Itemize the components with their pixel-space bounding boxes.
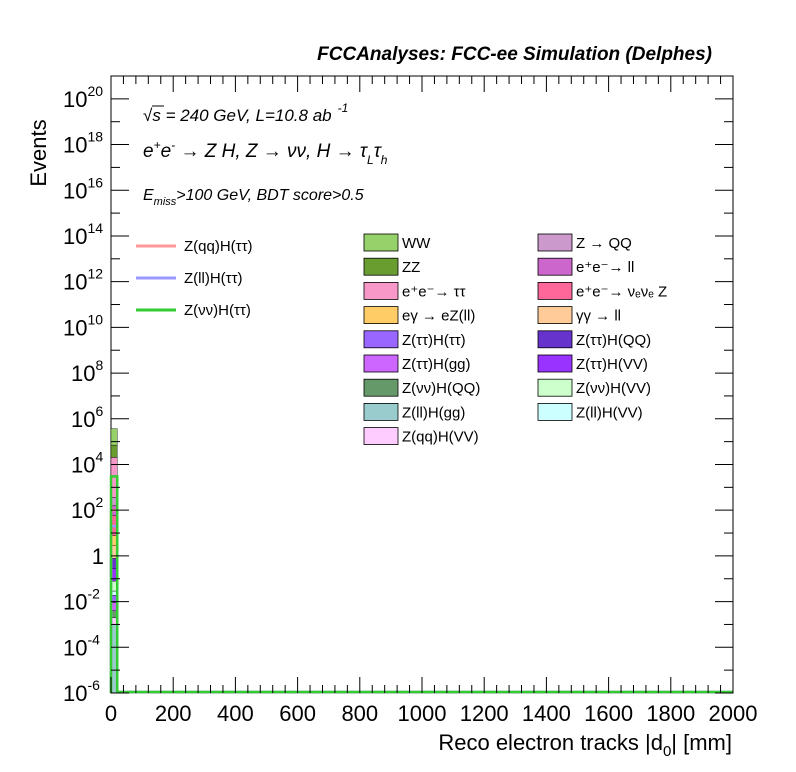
x-tick-label: 1000 (398, 701, 447, 726)
legend-label-e-ez-ll: eγ → eZ(ll) (402, 308, 475, 325)
legend-label-z-h-gg: Z(ττ)H(gg) (402, 356, 471, 373)
y-axis-ticks: 1020 1018 1016 1014 1012 1010 108 106 104 102 1 10-… (63, 83, 733, 706)
legend-label-z-h-vv: Z(ττ)H(VV) (576, 356, 648, 373)
legend-label-z-h-vv: Z(νν)H(VV) (576, 380, 651, 397)
legend-swatch-e-e (363, 281, 399, 300)
chart-title: FCCAnalyses: FCC-ee Simulation (Delphes) (317, 44, 712, 65)
stack-legend: WW ZZ e⁺e⁻→ ττ eγ → eZ(ll) Z(ττ)H(ττ) Z(ττ)H(… (363, 233, 667, 446)
signal-z-h (109, 475, 733, 694)
legend-label-e-e-ll: e⁺e⁻→ ll (576, 259, 634, 276)
y-tick-label: 1018 (63, 129, 103, 158)
y-tick-label: 102 (71, 494, 103, 523)
legend-swatch-z-h-vv (537, 354, 573, 373)
x-tick-label: 800 (341, 701, 378, 726)
legend-swatch-z-h-vv (537, 378, 573, 397)
x-axis-label: Reco electron tracks |d0| [mm] (438, 730, 732, 760)
signal-z-qq-h (109, 508, 733, 694)
x-tick-label: 2000 (709, 701, 758, 726)
legend-swatch-z-h-gg (363, 354, 399, 373)
legend-swatch-e-ez-ll (363, 306, 399, 325)
y-tick-label: 10-4 (63, 631, 100, 660)
legend-swatch-zz (363, 257, 399, 276)
x-tick-label: 1400 (522, 701, 571, 726)
y-tick-label: 1012 (63, 266, 103, 295)
legend-swatch-z-ll-h-vv (537, 402, 573, 421)
legend-label-z-h-qq: Z(ττ)H(QQ) (576, 332, 651, 349)
legend-swatch-z-qq-h-vv (363, 427, 399, 446)
y-tick-label: 10-2 (63, 586, 100, 615)
legend-label-ll: γγ → ll (576, 308, 621, 325)
bar-ww (110, 428, 118, 446)
y-tick-label: 104 (71, 448, 103, 477)
y-tick-label: 108 (71, 357, 103, 386)
legend-label-e-e: e⁺e⁻→ ττ (402, 283, 466, 300)
signal-z-ll-h (109, 524, 733, 694)
y-tick-label: 106 (71, 403, 103, 432)
legend-label-z-ll-h-gg: Z(ll)H(gg) (402, 404, 465, 421)
x-axis-ticks: 0 200 400 600 800 1000 1200 1400 1600 1800 2000 (105, 76, 758, 726)
legend-label-z-ll-h: Z(ll)H(ττ) (184, 270, 243, 287)
legend-label-z-qq: Z → QQ (576, 235, 632, 252)
legend-label-z-h: Z(νν)H(ττ) (184, 302, 251, 319)
legend-swatch-z-h-qq (537, 330, 573, 349)
y-tick-label: 1020 (63, 83, 103, 112)
process-annotation: e+e- → Z H, Z → νν, H → τLτh (143, 138, 388, 167)
bar-zz (110, 444, 118, 458)
legend-label-z-ll-h-vv: Z(ll)H(VV) (576, 404, 643, 421)
legend-swatch-e-e-ll (537, 257, 573, 276)
legend-swatch-ww (363, 233, 399, 252)
x-tick-label: 0 (105, 701, 117, 726)
legend-swatch-z-ll-h-gg (363, 402, 399, 421)
legend-label-e-e-z: e⁺e⁻→ νₑνₑ Z (576, 283, 667, 300)
legend-label-z-qq-h: Z(qq)H(ττ) (184, 238, 253, 255)
legend-label-z-qq-h-vv: Z(qq)H(VV) (402, 429, 479, 446)
y-tick-label: 1010 (63, 311, 103, 340)
x-tick-label: 1800 (646, 701, 695, 726)
x-tick-label: 1200 (460, 701, 509, 726)
selection-annotation: Emiss>100 GeV, BDT score>0.5 (143, 187, 364, 208)
x-tick-label: 600 (279, 701, 316, 726)
y-tick-label: 1016 (63, 174, 103, 203)
y-axis-label: Events (26, 119, 51, 186)
y-tick-label: 1014 (63, 220, 103, 249)
legend-swatch-ll (537, 306, 573, 325)
legend-swatch-e-e-z (537, 281, 573, 300)
y-tick-label: 10-6 (63, 677, 100, 706)
legend-swatch-z-h-qq (363, 378, 399, 397)
x-tick-label: 400 (217, 701, 254, 726)
legend-label-zz: ZZ (402, 259, 420, 276)
x-tick-label: 200 (155, 701, 192, 726)
legend-swatch-z-h (363, 330, 399, 349)
legend-label-z-h: Z(ττ)H(ττ) (402, 332, 466, 349)
x-tick-label: 1600 (584, 701, 633, 726)
signal-lines (109, 475, 733, 694)
signal-legend: Z(qq)H(ττ) Z(ll)H(ττ) Z(νν)H(ττ) (136, 238, 253, 319)
legend-label-ww: WW (402, 235, 431, 252)
y-tick-label: 1 (92, 544, 104, 569)
energy-lumi-annotation: √s = 240 GeV, L=10.8 ab -1 (143, 101, 348, 125)
legend-label-z-h-qq: Z(νν)H(QQ) (402, 380, 480, 397)
legend-swatch-z-qq (537, 233, 573, 252)
